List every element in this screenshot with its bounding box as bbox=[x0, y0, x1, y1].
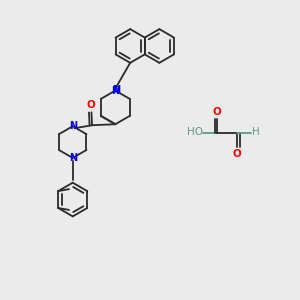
Text: O: O bbox=[87, 100, 95, 110]
Text: O: O bbox=[233, 149, 242, 159]
Text: N: N bbox=[112, 85, 120, 94]
Text: HO: HO bbox=[188, 127, 203, 137]
Text: O: O bbox=[213, 107, 222, 117]
Text: N: N bbox=[111, 85, 119, 96]
Text: N: N bbox=[69, 121, 77, 131]
Text: N: N bbox=[69, 153, 77, 163]
Text: H: H bbox=[252, 127, 260, 137]
